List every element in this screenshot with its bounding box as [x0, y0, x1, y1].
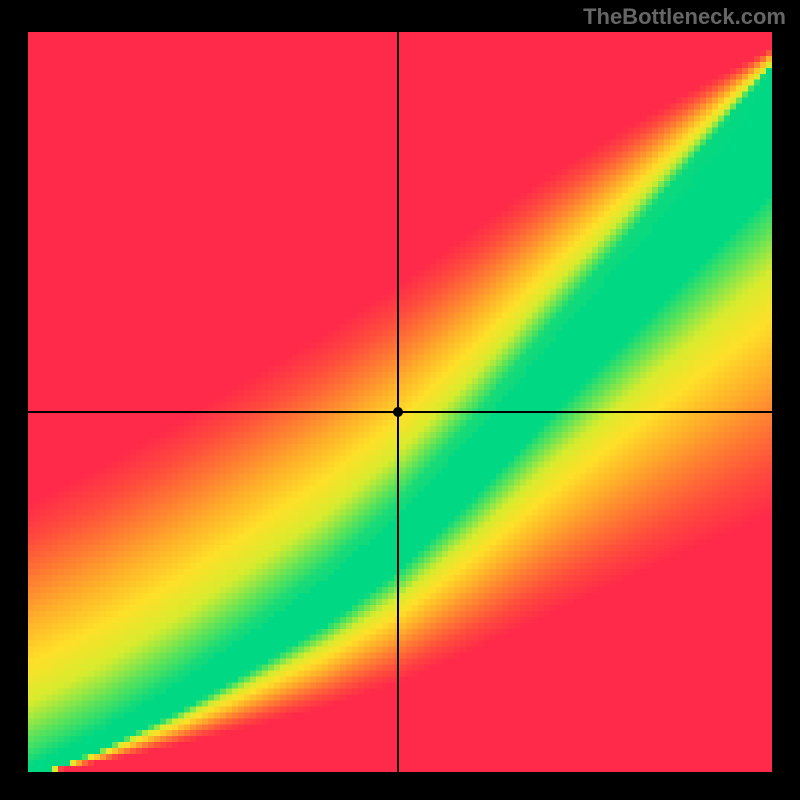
- heatmap-canvas: [28, 32, 772, 772]
- watermark-text: TheBottleneck.com: [583, 4, 786, 30]
- crosshair-marker: [393, 407, 403, 417]
- heatmap-plot: [28, 32, 772, 772]
- chart-container: TheBottleneck.com: [0, 0, 800, 800]
- crosshair-vertical: [397, 32, 399, 772]
